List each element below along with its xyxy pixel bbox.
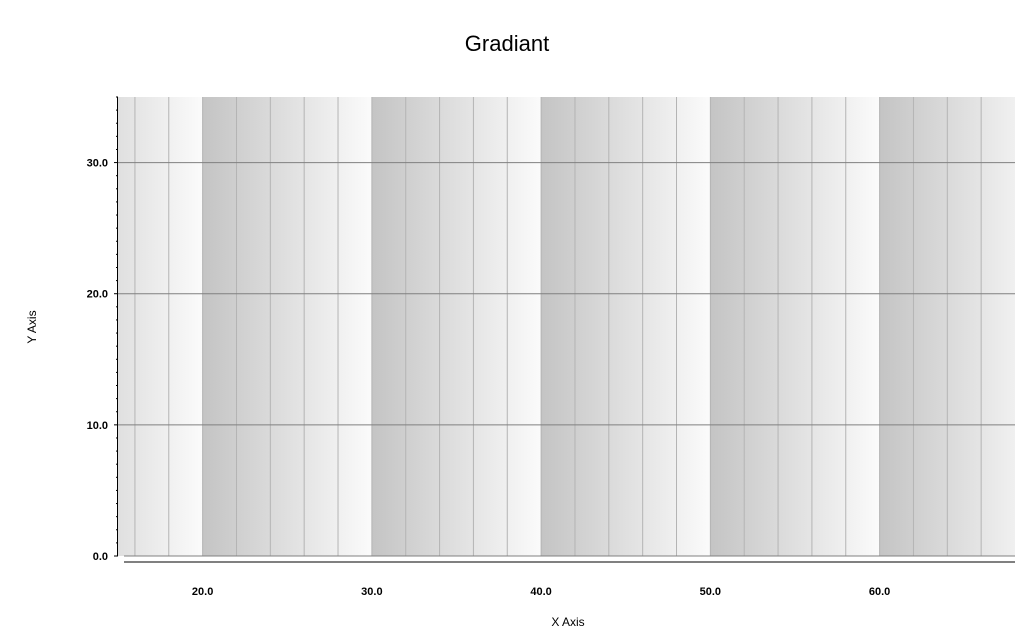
- y-axis-label: Y Axis: [25, 310, 39, 343]
- y-tick-label: 10.0: [87, 420, 108, 432]
- gradient-band: [879, 97, 1015, 556]
- y-tick-label: 0.0: [93, 551, 108, 563]
- x-tick-label: 30.0: [361, 586, 382, 598]
- background-bands: [118, 97, 1015, 556]
- chart-title: Gradiant: [465, 31, 549, 56]
- y-tick-label: 20.0: [87, 289, 108, 301]
- gradient-band: [118, 97, 203, 556]
- x-tick-label: 40.0: [530, 586, 551, 598]
- axes: [117, 97, 1015, 563]
- y-axis-ticks: 0.0 10.0 20.0 30.0: [87, 96, 118, 563]
- y-tick-label: 30.0: [87, 158, 108, 170]
- x-axis-ticks: 20.0 30.0 40.0 50.0 60.0: [192, 586, 890, 598]
- plot-area: [118, 97, 1015, 556]
- gradient-band: [202, 97, 372, 556]
- horizontal-gridlines: [118, 162, 1015, 426]
- gradient-band: [541, 97, 711, 556]
- x-axis-label: X Axis: [551, 615, 584, 629]
- gradient-band: [371, 97, 542, 556]
- gradient-band: [710, 97, 880, 556]
- x-tick-label: 50.0: [700, 586, 721, 598]
- minor-gridlines: [134, 97, 982, 556]
- x-tick-label: 20.0: [192, 586, 213, 598]
- x-tick-label: 60.0: [869, 586, 890, 598]
